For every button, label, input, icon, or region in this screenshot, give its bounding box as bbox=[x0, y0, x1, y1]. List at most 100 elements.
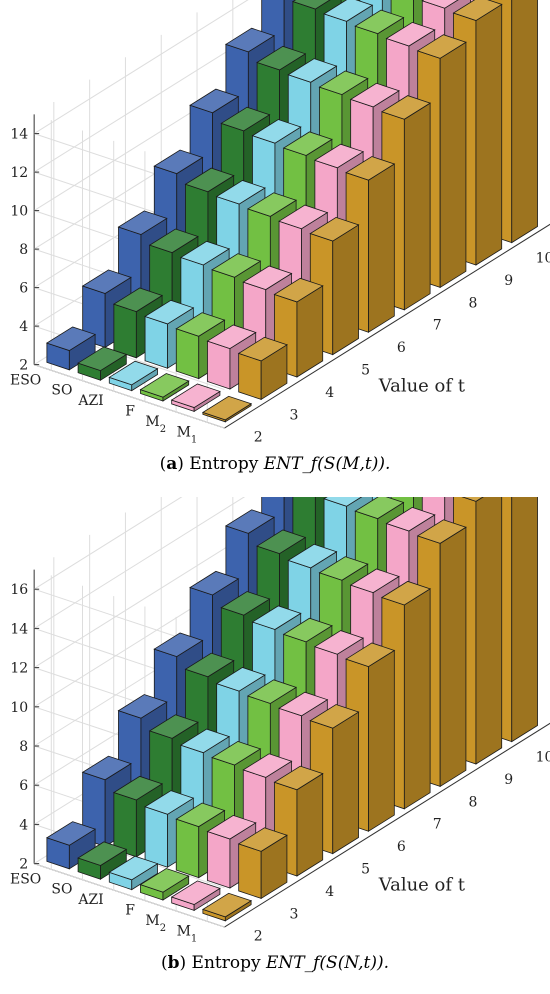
bar-face-front bbox=[238, 352, 262, 400]
bar-face-top bbox=[211, 253, 262, 278]
bar-face-top bbox=[354, 497, 405, 520]
y-tick-label: SO bbox=[51, 882, 72, 898]
bar bbox=[309, 704, 360, 855]
bar-face-front bbox=[175, 818, 200, 879]
bar-face-top bbox=[77, 346, 128, 372]
bar-face-top bbox=[189, 570, 240, 596]
bar-face-top bbox=[179, 728, 231, 754]
bar-face-top bbox=[416, 519, 467, 544]
bar-face-top bbox=[385, 506, 436, 532]
bar-face-front bbox=[238, 843, 262, 899]
y-tick-label: ESO bbox=[10, 871, 41, 887]
bar-face-top bbox=[184, 167, 235, 193]
bar-face-front bbox=[144, 315, 168, 369]
x-tick-label: 6 bbox=[397, 839, 406, 855]
bar-face-top bbox=[273, 765, 324, 791]
bar-face-side bbox=[332, 711, 359, 855]
bar-face-top bbox=[170, 383, 221, 408]
bar bbox=[45, 326, 97, 371]
y-tick-label: M2 bbox=[145, 913, 166, 934]
z-tick-label: 10 bbox=[10, 204, 28, 220]
bar-face-top bbox=[215, 180, 266, 205]
x-tick-label: 6 bbox=[397, 340, 406, 356]
bar-face-top bbox=[206, 324, 257, 350]
x-tick-label: 9 bbox=[504, 772, 513, 788]
bar-face-top bbox=[224, 509, 276, 534]
bar-face-top bbox=[309, 216, 360, 242]
bar-face-top bbox=[291, 0, 331, 10]
z-tick-label: 14 bbox=[10, 621, 28, 637]
bar-face-top bbox=[144, 299, 195, 325]
bar-face-top bbox=[237, 827, 288, 852]
bar-face-top bbox=[45, 821, 97, 846]
chart-panel-a: 2 4 6 8 10 12 14 Entropy values 2 3 4 5 6 7 8 9 10 Value … bbox=[0, 0, 550, 474]
bar-face-top bbox=[318, 70, 369, 96]
bar-face-side bbox=[439, 41, 467, 289]
bar-face-top bbox=[139, 373, 190, 398]
bar-face-top bbox=[452, 0, 503, 21]
bar-face-top bbox=[112, 775, 164, 801]
caption-a: (a) Entropy ENT_f(S(M,t)). bbox=[159, 454, 391, 474]
bar-face-top bbox=[282, 617, 333, 643]
bar-face-top bbox=[117, 210, 168, 235]
bar-face-top bbox=[313, 143, 365, 169]
x-axis-line bbox=[224, 223, 550, 429]
z-tick-label: 4 bbox=[19, 319, 28, 335]
x-tick-label: 5 bbox=[361, 363, 370, 379]
x-tick-label: 5 bbox=[361, 862, 370, 878]
bar-face-side bbox=[403, 588, 431, 810]
bar-face-top bbox=[215, 667, 266, 692]
z-tick-label: 4 bbox=[19, 817, 28, 833]
bar bbox=[273, 277, 324, 378]
x-tick-label: 2 bbox=[254, 430, 263, 446]
x-tick-label: 9 bbox=[504, 273, 513, 289]
x-tick-label: 7 bbox=[433, 318, 442, 334]
bar-face-top bbox=[345, 156, 396, 181]
bar-face-side bbox=[368, 649, 395, 832]
bar bbox=[108, 360, 159, 392]
bar-face-top bbox=[175, 312, 226, 337]
bar-face-side bbox=[511, 0, 538, 244]
chart-a-svg: 2 4 6 8 10 12 14 Entropy values 2 3 4 5 6 7 8 9 10 Value … bbox=[0, 0, 550, 446]
bar-face-top bbox=[380, 95, 432, 120]
bar-face-top bbox=[189, 88, 240, 114]
bar-face-side bbox=[439, 526, 467, 788]
bar-face-top bbox=[416, 34, 467, 59]
bar bbox=[139, 373, 190, 402]
bar-face-top bbox=[220, 106, 271, 132]
bars bbox=[45, 0, 538, 423]
bar-face-front bbox=[175, 328, 200, 380]
y-tick-label: M1 bbox=[177, 424, 198, 445]
z-tick-label: 6 bbox=[19, 281, 28, 297]
bar-face-top bbox=[246, 679, 298, 704]
bar-face-top bbox=[380, 580, 432, 606]
z-axis-label: Entropy values bbox=[0, 652, 1, 789]
bar-face-front bbox=[207, 340, 231, 390]
caption-b-tag: b bbox=[167, 953, 180, 973]
bar-face-top bbox=[108, 855, 159, 881]
caption-a-math: ENT_f(S(M,t)). bbox=[263, 454, 391, 474]
bar-face-top bbox=[278, 691, 329, 717]
z-tick-label: 6 bbox=[19, 778, 28, 794]
x-axis-label: Value of t bbox=[378, 376, 466, 397]
bar-face-top bbox=[108, 360, 159, 386]
bar bbox=[77, 346, 128, 381]
bar-face-top bbox=[139, 868, 190, 893]
bar-face-top bbox=[144, 790, 195, 815]
bar-face-top bbox=[175, 802, 226, 828]
grid-line-z-back bbox=[33, 497, 183, 590]
grid-line-z-side bbox=[33, 364, 225, 429]
bar-face-top bbox=[170, 880, 221, 905]
bar-face-front bbox=[144, 806, 168, 868]
bar-face-top bbox=[349, 568, 400, 594]
caption-a-tag: a bbox=[166, 454, 178, 474]
bar-face-top bbox=[323, 0, 374, 22]
y-tick-label: ESO bbox=[10, 372, 41, 388]
chart-panel-b: 2 4 6 8 10 12 14 16 Entropy values 2 3 4 5 6 7 8 9 10 Valu… bbox=[0, 497, 550, 994]
bar-face-front bbox=[207, 830, 231, 889]
z-tick-label: 12 bbox=[10, 661, 28, 677]
bar-face-top bbox=[421, 0, 459, 9]
x-tick-label: 10 bbox=[536, 750, 550, 766]
bar-face-top bbox=[148, 714, 199, 739]
bar bbox=[201, 892, 253, 922]
